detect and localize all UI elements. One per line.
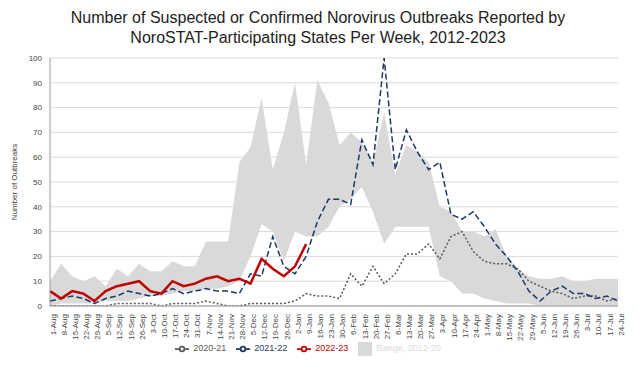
svg-text:3-Apr: 3-Apr [438, 314, 447, 334]
svg-text:7-Nov: 7-Nov [205, 314, 214, 335]
svg-text:19-Dec: 19-Dec [271, 314, 280, 340]
svg-text:30-Jan: 30-Jan [338, 314, 347, 338]
svg-text:29-May: 29-May [528, 314, 537, 341]
svg-text:23-Jan: 23-Jan [327, 314, 336, 338]
svg-text:80: 80 [33, 103, 42, 112]
svg-text:22-Aug: 22-Aug [82, 314, 91, 340]
svg-text:70: 70 [33, 128, 42, 137]
svg-text:8-Aug: 8-Aug [60, 314, 69, 335]
html-text:2021-22: 2021-22 [254, 343, 288, 354]
svg-text:12-Sep: 12-Sep [116, 313, 125, 339]
svg-text:9-Jan: 9-Jan [305, 314, 314, 334]
svg-text:10-Oct: 10-Oct [160, 313, 169, 338]
svg-text:19-Jun: 19-Jun [561, 314, 570, 338]
svg-text:10: 10 [33, 277, 42, 286]
svg-text:26-Dec: 26-Dec [283, 314, 292, 340]
svg-text:14-Nov: 14-Nov [216, 314, 225, 340]
svg-text:20-Feb: 20-Feb [372, 313, 381, 339]
svg-text:28-Nov: 28-Nov [238, 314, 247, 340]
svg-text:6-Mar: 6-Mar [394, 314, 403, 335]
svg-text:26-Jun: 26-Jun [572, 314, 581, 338]
svg-text:5-Jun: 5-Jun [539, 314, 548, 334]
svg-text:8-May: 8-May [494, 314, 503, 336]
svg-text:2-Jan: 2-Jan [294, 314, 303, 334]
svg-text:100: 100 [29, 54, 43, 63]
svg-text:29-Aug: 29-Aug [93, 314, 102, 340]
svg-text:12-Jun: 12-Jun [550, 314, 559, 338]
svg-text:5-Sep: 5-Sep [104, 313, 113, 335]
svg-text:17-Apr: 17-Apr [461, 314, 470, 338]
svg-text:30: 30 [33, 227, 42, 236]
svg-text:15-Aug: 15-Aug [71, 314, 80, 340]
svg-text:12-Dec: 12-Dec [260, 314, 269, 340]
html-text:Range, 2012-20: Range, 2012-20 [376, 343, 441, 354]
svg-text:16-Jan: 16-Jan [316, 314, 325, 338]
svg-text:31-Oct: 31-Oct [193, 313, 202, 338]
svg-text:15-May: 15-May [505, 314, 514, 341]
svg-text:50: 50 [33, 178, 42, 187]
html-text:Number of Suspected or Confirm: Number of Suspected or Confirmed Norovir… [70, 9, 566, 46]
svg-text:21-Nov: 21-Nov [227, 314, 236, 340]
svg-text:5-Dec: 5-Dec [249, 314, 258, 335]
svg-text:40: 40 [33, 203, 42, 212]
svg-text:22-May: 22-May [516, 314, 525, 341]
svg-text:3-Oct: 3-Oct [149, 313, 158, 333]
svg-text:1-Aug: 1-Aug [49, 314, 58, 335]
svg-text:20-Mar: 20-Mar [416, 314, 425, 340]
svg-text:10-Apr: 10-Apr [450, 314, 459, 338]
svg-text:10-Jul: 10-Jul [594, 314, 603, 336]
svg-text:60: 60 [33, 153, 42, 162]
svg-text:24-Apr: 24-Apr [472, 314, 481, 338]
svg-text:26-Sep: 26-Sep [138, 313, 147, 339]
svg-text:Number of Outbreaks: Number of Outbreaks [10, 144, 19, 220]
svg-text:24-Oct: 24-Oct [182, 313, 191, 338]
svg-text:27-Mar: 27-Mar [427, 314, 436, 340]
svg-text:13-Feb: 13-Feb [361, 313, 370, 339]
svg-text:90: 90 [33, 79, 42, 88]
svg-text:0: 0 [38, 302, 43, 311]
svg-text:19-Sep: 19-Sep [127, 313, 136, 339]
html-text:2020-21: 2020-21 [193, 343, 227, 354]
svg-text:27-Feb: 27-Feb [383, 313, 392, 339]
svg-text:17-Jul: 17-Jul [606, 314, 615, 336]
svg-text:24-Jul: 24-Jul [617, 314, 626, 336]
svg-text:13-Mar: 13-Mar [405, 314, 414, 340]
svg-text:1-May: 1-May [483, 314, 492, 336]
html-text:2022-23: 2022-23 [315, 343, 349, 354]
svg-text:3-Jul: 3-Jul [583, 314, 592, 332]
svg-text:20: 20 [33, 252, 42, 261]
svg-text:6-Feb: 6-Feb [349, 313, 358, 334]
svg-text:17-Oct: 17-Oct [171, 313, 180, 338]
